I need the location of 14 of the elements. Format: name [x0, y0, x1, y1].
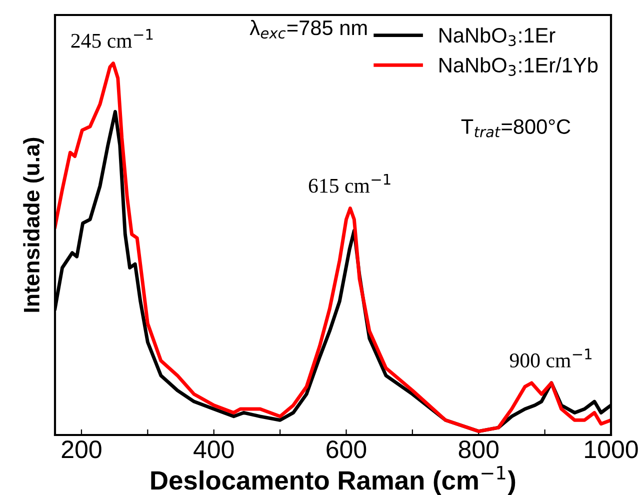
text: λ$_{exc}$=785 nm [250, 20, 367, 39]
annotation: T$_{trat}$=800°C [461, 119, 570, 138]
x-tick-label: 400 [194, 440, 234, 458]
x-tick-label: 1000 [585, 440, 638, 458]
annotation: 615 cm$^{−1}$ [308, 174, 390, 193]
x-tick-label: 200 [62, 440, 102, 458]
annotation: 245 cm$^{−1}$ [71, 29, 153, 48]
legend-label: NaNbO$_{3}$:1Er/1Yb [440, 57, 598, 76]
y-axis-title: Intensidade (u.a) [23, 138, 44, 312]
x-tick-label: 800 [458, 440, 498, 458]
annotation: 900 cm$^{−1}$ [510, 348, 592, 368]
x-axis-title: Deslocamento Raman (cm$^{−1}$) [151, 466, 516, 495]
legend-label: NaNbO$_{3}$:1Er [440, 27, 556, 46]
x-tick-label: 600 [326, 440, 366, 458]
